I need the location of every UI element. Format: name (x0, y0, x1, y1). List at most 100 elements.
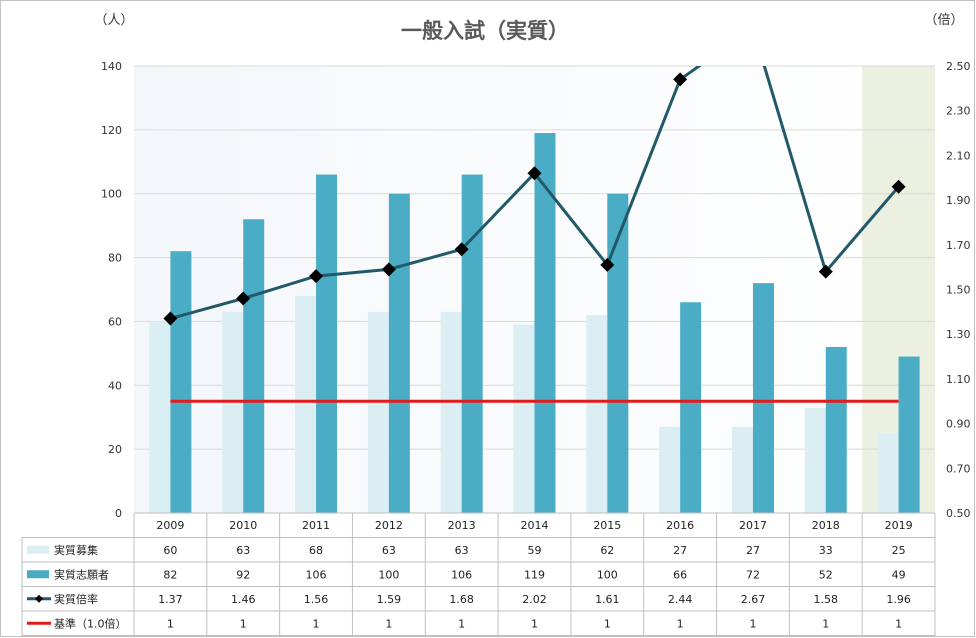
bar-applicants (534, 133, 556, 514)
legend-key (27, 545, 49, 554)
y-left-tick-label: 100 (101, 188, 122, 201)
bar-recruitment (222, 311, 244, 513)
table-cell: 2.44 (668, 593, 693, 606)
x-tick-label: 2019 (885, 519, 913, 532)
y-left-tick-label: 120 (101, 124, 122, 137)
table-cell: 1 (313, 617, 320, 630)
table-cell: 82 (163, 568, 177, 581)
legend-key (27, 570, 49, 579)
ratio-marker (236, 291, 251, 306)
bar-applicants (170, 251, 192, 513)
table-cell: 52 (819, 568, 833, 581)
y-right-tick-label: 2.30 (946, 105, 971, 118)
table-cell: 1 (167, 617, 174, 630)
bar-recruitment (295, 295, 317, 513)
legend-label: 実質志願者 (54, 567, 109, 581)
x-tick-label: 2011 (302, 519, 330, 532)
table-cell: 63 (382, 544, 396, 557)
y-right-tick-label: 2.50 (946, 60, 971, 73)
y-right-unit: （倍） (924, 13, 963, 28)
ratio-marker (381, 262, 396, 277)
x-tick-label: 2018 (812, 519, 840, 532)
ratio-marker (818, 264, 833, 279)
table-cell: 100 (378, 568, 399, 581)
y-axis-right: 0.50 0.70 0.90 1.10 1.30 1.50 1.70 1.90 2.10 2.30… (946, 60, 971, 520)
y-right-tick-label: 1.10 (946, 373, 971, 386)
table-cell: 1 (677, 617, 684, 630)
table-cell: 1 (531, 617, 538, 630)
data-table: 2009 2010 2011 2012 2013 2014 2015 2016 2017 2018… (21, 512, 936, 636)
y-left-tick-label: 60 (108, 315, 122, 328)
ratio-marker (163, 311, 178, 326)
bar-applicants (898, 356, 920, 513)
table-cell: 1.58 (814, 593, 839, 606)
table-cell: 1.61 (595, 593, 620, 606)
table-cell: 1.37 (158, 593, 183, 606)
markers (163, 72, 906, 326)
bar-recruitment (731, 426, 753, 513)
y-right-tick-label: 0.70 (946, 462, 971, 475)
bar-recruitment (877, 433, 899, 513)
bar-applicants (243, 219, 265, 513)
bar-recruitment (440, 311, 462, 513)
table-cell: 49 (892, 568, 906, 581)
chart-title: 一般入試（実質） (401, 19, 569, 43)
table-cell: 68 (309, 544, 323, 557)
table-cell: 63 (455, 544, 469, 557)
x-tick-label: 2013 (448, 519, 476, 532)
ratio-marker (527, 166, 542, 181)
bar-applicants (607, 193, 629, 513)
table-cell: 1.59 (377, 593, 402, 606)
legend-label: 基準（1.0倍） (54, 616, 127, 630)
table-cell: 1 (895, 617, 902, 630)
y-left-unit: （人） (94, 13, 133, 28)
table-cell: 1 (822, 617, 829, 630)
bar-applicants (316, 174, 338, 514)
ratio-marker (891, 179, 906, 194)
x-tick-label: 2016 (666, 519, 694, 532)
bar-applicants (825, 346, 847, 513)
y-right-tick-label: 1.70 (946, 239, 971, 252)
bar-applicants (461, 174, 483, 514)
y-left-tick-label: 20 (108, 443, 122, 456)
table-cell: 106 (306, 568, 327, 581)
table-cell: 1.68 (449, 593, 474, 606)
y-left-tick-label: 40 (108, 379, 122, 392)
table-cell: 119 (524, 568, 545, 581)
table-cell: 1 (240, 617, 247, 630)
bar-applicants (752, 283, 774, 513)
y-right-tick-label: 1.30 (946, 328, 971, 341)
y-axis-left: 0 20 40 60 80 100 120 140 (101, 60, 122, 520)
table-cell: 100 (597, 568, 618, 581)
bar-applicants (680, 302, 702, 513)
legend-label: 実質倍率 (54, 592, 98, 606)
bars (149, 133, 920, 514)
table-cell: 1.56 (304, 593, 329, 606)
table-cell: 92 (236, 568, 250, 581)
x-tick-label: 2014 (521, 519, 549, 532)
y-left-tick-label: 80 (108, 252, 122, 265)
table-cell: 1 (385, 617, 392, 630)
y-right-tick-label: 1.90 (946, 194, 971, 207)
table-cell: 72 (746, 568, 760, 581)
ratio-marker (673, 72, 688, 87)
table-cell: 33 (819, 544, 833, 557)
table-cell: 2.67 (741, 593, 766, 606)
legend-label: 実質募集 (54, 543, 98, 557)
bar-recruitment (659, 426, 681, 513)
table-cell: 1 (749, 617, 756, 630)
y-right-tick-label: 0.90 (946, 418, 971, 431)
ratio-marker (454, 242, 469, 257)
table-cell: 1.46 (231, 593, 256, 606)
table-cell: 63 (236, 544, 250, 557)
table-cell: 59 (528, 544, 542, 557)
y-right-tick-label: 2.10 (946, 149, 971, 162)
y-left-tick-label: 140 (101, 60, 122, 73)
table-cell: 25 (892, 544, 906, 557)
y-right-tick-label: 0.50 (946, 507, 971, 520)
y-right-tick-label: 1.50 (946, 284, 971, 297)
bar-recruitment (804, 407, 826, 513)
table-cell: 1.96 (886, 593, 911, 606)
x-tick-label: 2017 (739, 519, 767, 532)
